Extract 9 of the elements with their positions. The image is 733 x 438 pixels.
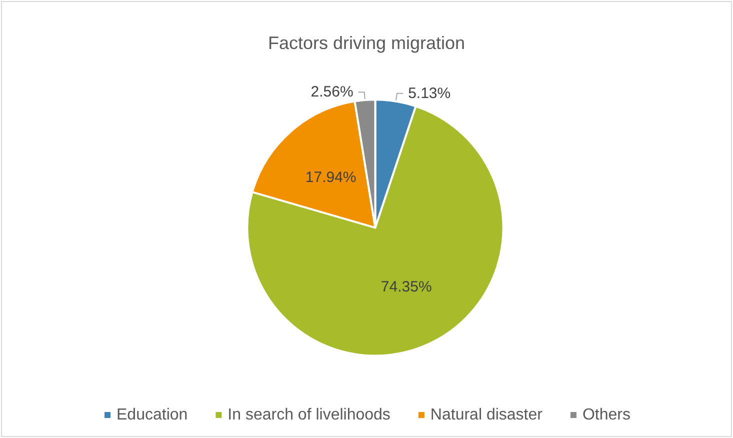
legend-label: Natural disaster — [430, 406, 544, 424]
legend-label: Others — [582, 406, 630, 424]
legend-label: Education — [116, 406, 188, 424]
data-label: 17.94% — [305, 169, 356, 186]
chart-title: Factors driving migration — [268, 33, 466, 53]
data-label: 74.35% — [380, 278, 432, 296]
data-label: 2.56% — [310, 84, 354, 101]
data-label: 5.13% — [408, 84, 451, 102]
legend-label: In search of livelihoods — [228, 406, 390, 424]
